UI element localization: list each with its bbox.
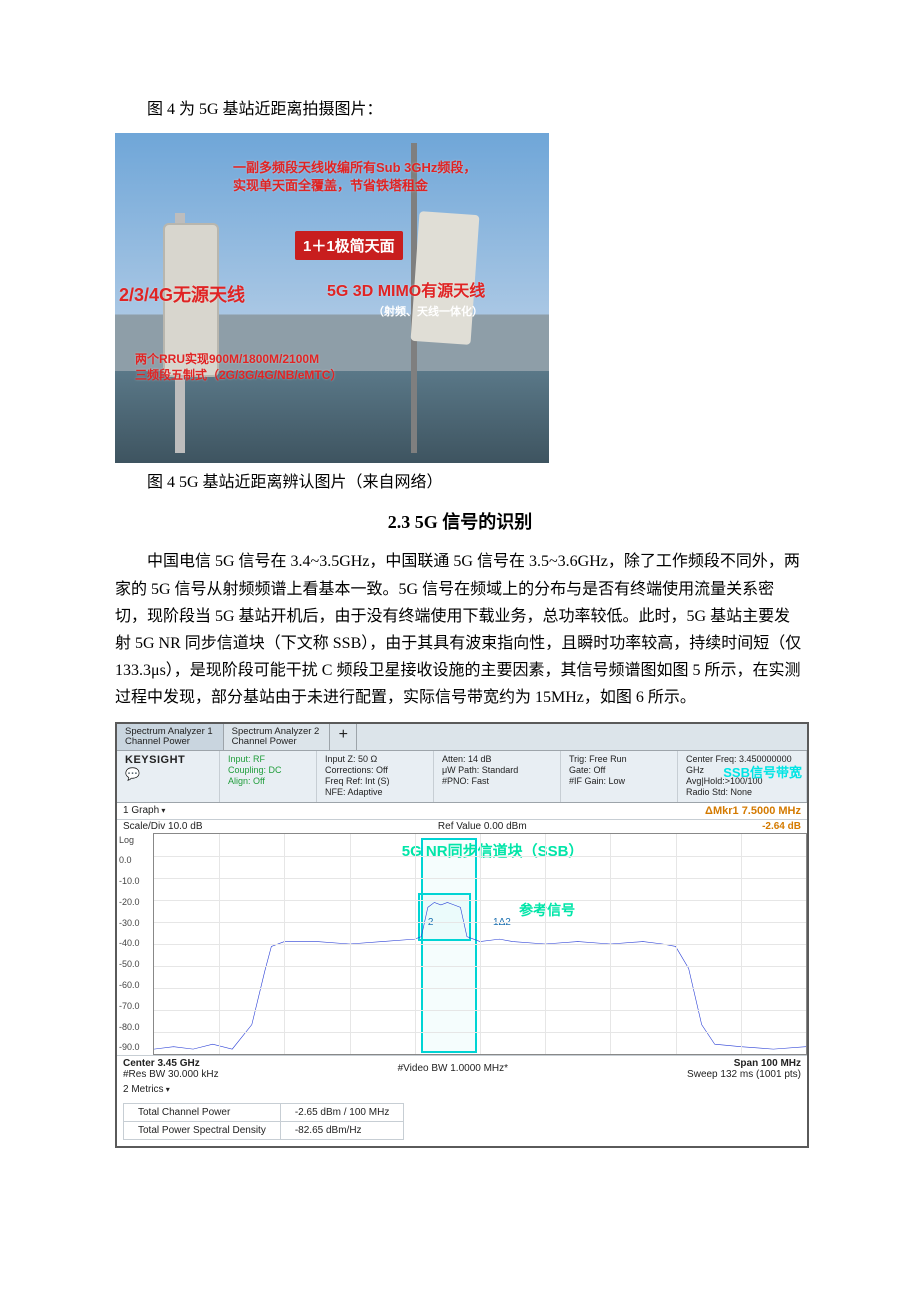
info-c2-l2: Corrections: Off [325, 765, 425, 776]
info-c5-l3: Radio Std: None [686, 787, 798, 798]
tab-add[interactable]: + [330, 724, 357, 750]
info-c4-l3: #IF Gain: Low [569, 776, 669, 787]
plot-y-axis: Log 0.0 -10.0 -20.0 -30.0 -40.0 -50.0 -60.0 -70.… [117, 833, 153, 1055]
fig4-left-sub-2: 三频段五制式（2G/3G/4G/NB/eMTC） [135, 367, 342, 383]
footer-span: Span 100 MHz [687, 1058, 801, 1069]
tab-1-l2: Channel Power [125, 737, 213, 747]
speech-icon: 💬 [125, 767, 211, 782]
table-row: Total Channel Power -2.65 dBm / 100 MHz [124, 1103, 404, 1121]
y-tick: -50.0 [119, 959, 149, 969]
footer-video-bw: #Video BW 1.0000 MHz* [398, 1063, 508, 1074]
body-paragraph: 中国电信 5G 信号在 3.4~3.5GHz，中国联通 5G 信号在 3.5~3… [115, 548, 805, 711]
tab-2[interactable]: Spectrum Analyzer 2 Channel Power [224, 724, 331, 750]
footer-center-freq: Center 3.45 GHz [123, 1058, 219, 1069]
spectrum-plot: 5G NR同步信道块（SSB） 参考信号 2 1Δ2 [153, 833, 807, 1055]
fig4-photo: 一副多频段天线收编所有Sub 3GHz频段， 实现单天面全覆盖，节省铁塔租金 1… [115, 133, 549, 463]
scale-div: Scale/Div 10.0 dB [123, 821, 203, 832]
marker-value: -2.64 dB [762, 821, 801, 832]
analyzer-info-row: KEYSIGHT 💬 Input: RF Coupling: DC Align:… [117, 751, 807, 803]
metrics-dropdown[interactable]: 2 Metrics [123, 1084, 170, 1095]
y-tick: -10.0 [119, 876, 149, 886]
spectrum-analyzer: Spectrum Analyzer 1 Channel Power Spectr… [115, 722, 809, 1148]
y-tick: -70.0 [119, 1001, 149, 1011]
brand-label: KEYSIGHT [125, 754, 211, 768]
y-tick: -80.0 [119, 1022, 149, 1032]
metrics-r1c2: -2.65 dBm / 100 MHz [280, 1103, 403, 1121]
metrics-r2c2: -82.65 dBm/Hz [280, 1121, 403, 1139]
analyzer-tabs: Spectrum Analyzer 1 Channel Power Spectr… [117, 724, 807, 751]
fig4-right-label-1: 5G 3D MIMO有源天线 [327, 281, 485, 303]
intro-line: 图 4 为 5G 基站近距离拍摄图片： [115, 96, 805, 123]
fig4-left-sub-1: 两个RRU实现900M/1800M/2100M [135, 351, 319, 367]
metrics-r2c1: Total Power Spectral Density [124, 1121, 281, 1139]
y-tick: -20.0 [119, 897, 149, 907]
info-c1-l1: Input: RF [228, 754, 308, 765]
info-c3-l2: μW Path: Standard [442, 765, 552, 776]
info-c3-l1: Atten: 14 dB [442, 754, 552, 765]
metrics-table: Total Channel Power -2.65 dBm / 100 MHz … [123, 1103, 404, 1140]
info-c2-l1: Input Z: 50 Ω [325, 754, 425, 765]
fig4-left-label: 2/3/4G无源天线 [119, 283, 245, 307]
graph-dropdown[interactable]: 1 Graph [123, 805, 165, 816]
footer-res-bw: #Res BW 30.000 kHz [123, 1069, 219, 1080]
info-c1-l3: Align: Off [228, 776, 308, 787]
y-tick: -90.0 [119, 1042, 149, 1052]
tab-2-l2: Channel Power [232, 737, 320, 747]
y-tick: Log [119, 835, 149, 845]
y-tick: -60.0 [119, 980, 149, 990]
y-tick: -30.0 [119, 918, 149, 928]
y-tick: -40.0 [119, 938, 149, 948]
info-c4-l1: Trig: Free Run [569, 754, 669, 765]
marker-label: ΔMkr1 7.5000 MHz [705, 805, 801, 817]
fig4-top-annot-1: 一副多频段天线收编所有Sub 3GHz频段， [233, 159, 476, 177]
fig4-top-annot-2: 实现单天面全覆盖，节省铁塔租金 [233, 177, 428, 195]
info-c3-l3: #PNO: Fast [442, 776, 552, 787]
ssb-badge: SSB信号带宽 [723, 765, 802, 781]
y-tick: 0.0 [119, 855, 149, 865]
table-row: Total Power Spectral Density -82.65 dBm/… [124, 1121, 404, 1139]
fig4-center-box: 1＋1极简天面 [295, 231, 403, 260]
tab-1[interactable]: Spectrum Analyzer 1 Channel Power [117, 724, 224, 750]
fig4-right-label-2: （射频、天线一体化） [373, 303, 483, 319]
metrics-r1c1: Total Channel Power [124, 1103, 281, 1121]
info-c4-l2: Gate: Off [569, 765, 669, 776]
footer-sweep: Sweep 132 ms (1001 pts) [687, 1069, 801, 1080]
fig4-caption: 图 4 5G 基站近距离辨认图片（来自网络） [115, 469, 805, 496]
info-c1-l2: Coupling: DC [228, 765, 308, 776]
ref-value: Ref Value 0.00 dBm [438, 821, 527, 832]
info-c2-l3: Freq Ref: Int (S) [325, 776, 425, 787]
info-c2-l4: NFE: Adaptive [325, 787, 425, 798]
section-heading: 2.3 5G 信号的识别 [115, 508, 805, 534]
